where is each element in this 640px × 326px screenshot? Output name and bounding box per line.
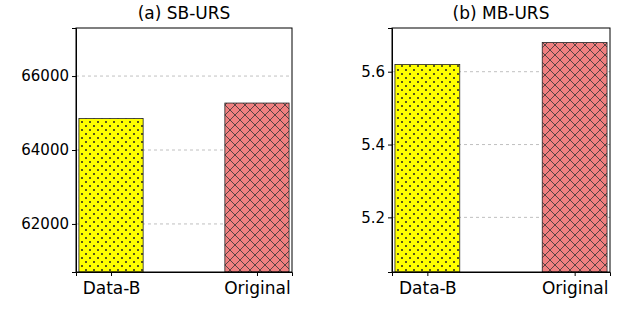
tick: 66000 bbox=[21, 67, 76, 85]
panel: 62000 64000 66000 Data-B Original (a) SB-URS bbox=[21, 3, 292, 298]
tick-label: 62000 bbox=[21, 215, 69, 233]
tick: Data-B bbox=[399, 272, 457, 298]
title: (b) MB-URS bbox=[453, 3, 550, 23]
x-axis: Data-B Original bbox=[77, 272, 293, 298]
axis-line bbox=[72, 29, 77, 273]
tick-mark bbox=[72, 224, 76, 225]
tick-mark bbox=[257, 272, 258, 276]
tick: 5.4 bbox=[361, 136, 392, 154]
figure: 62000 64000 66000 Data-B Original (a) SB-URS 5… bbox=[0, 0, 640, 326]
axis-line bbox=[393, 273, 611, 277]
tick-mark bbox=[427, 272, 428, 276]
tick-label: 5.4 bbox=[361, 136, 385, 154]
tick: Original bbox=[542, 272, 609, 298]
tick-label: 5.6 bbox=[361, 63, 385, 81]
bar bbox=[395, 64, 460, 272]
tick-mark bbox=[72, 150, 76, 151]
axis-line bbox=[77, 273, 293, 277]
tick-mark bbox=[388, 72, 392, 73]
tick-label: Data-B bbox=[399, 278, 457, 298]
tick-label: Data-B bbox=[83, 278, 141, 298]
tick-mark bbox=[388, 217, 392, 218]
tick-mark bbox=[111, 272, 112, 276]
tick-mark bbox=[388, 145, 392, 146]
y-axis: 5.2 5.4 5.6 bbox=[361, 29, 392, 273]
y-axis: 62000 64000 66000 bbox=[21, 29, 76, 273]
tick: 64000 bbox=[21, 141, 76, 159]
tick-mark bbox=[575, 272, 576, 276]
panel: 5.2 5.4 5.6 Data-B Original (b) MB-URS bbox=[361, 3, 610, 298]
tick-mark bbox=[72, 76, 76, 77]
bar bbox=[542, 43, 607, 272]
tick-label: Original bbox=[224, 278, 291, 298]
tick: 62000 bbox=[21, 215, 76, 233]
tick-label: 5.2 bbox=[361, 209, 385, 227]
title: (a) SB-URS bbox=[138, 3, 231, 23]
frame bbox=[76, 28, 292, 272]
axis-line bbox=[388, 29, 393, 273]
tick: Data-B bbox=[83, 272, 141, 298]
tick-label: 66000 bbox=[21, 67, 69, 85]
tick: Original bbox=[224, 272, 291, 298]
x-axis: Data-B Original bbox=[393, 272, 611, 298]
tick-label: 64000 bbox=[21, 141, 69, 159]
bars bbox=[79, 103, 289, 272]
bars bbox=[395, 43, 607, 272]
tick: 5.2 bbox=[361, 209, 392, 227]
bar bbox=[225, 103, 289, 272]
bar bbox=[79, 119, 143, 272]
grid-line bbox=[76, 76, 292, 77]
tick: 5.6 bbox=[361, 63, 392, 81]
tick-label: Original bbox=[542, 278, 609, 298]
frame bbox=[392, 28, 610, 272]
